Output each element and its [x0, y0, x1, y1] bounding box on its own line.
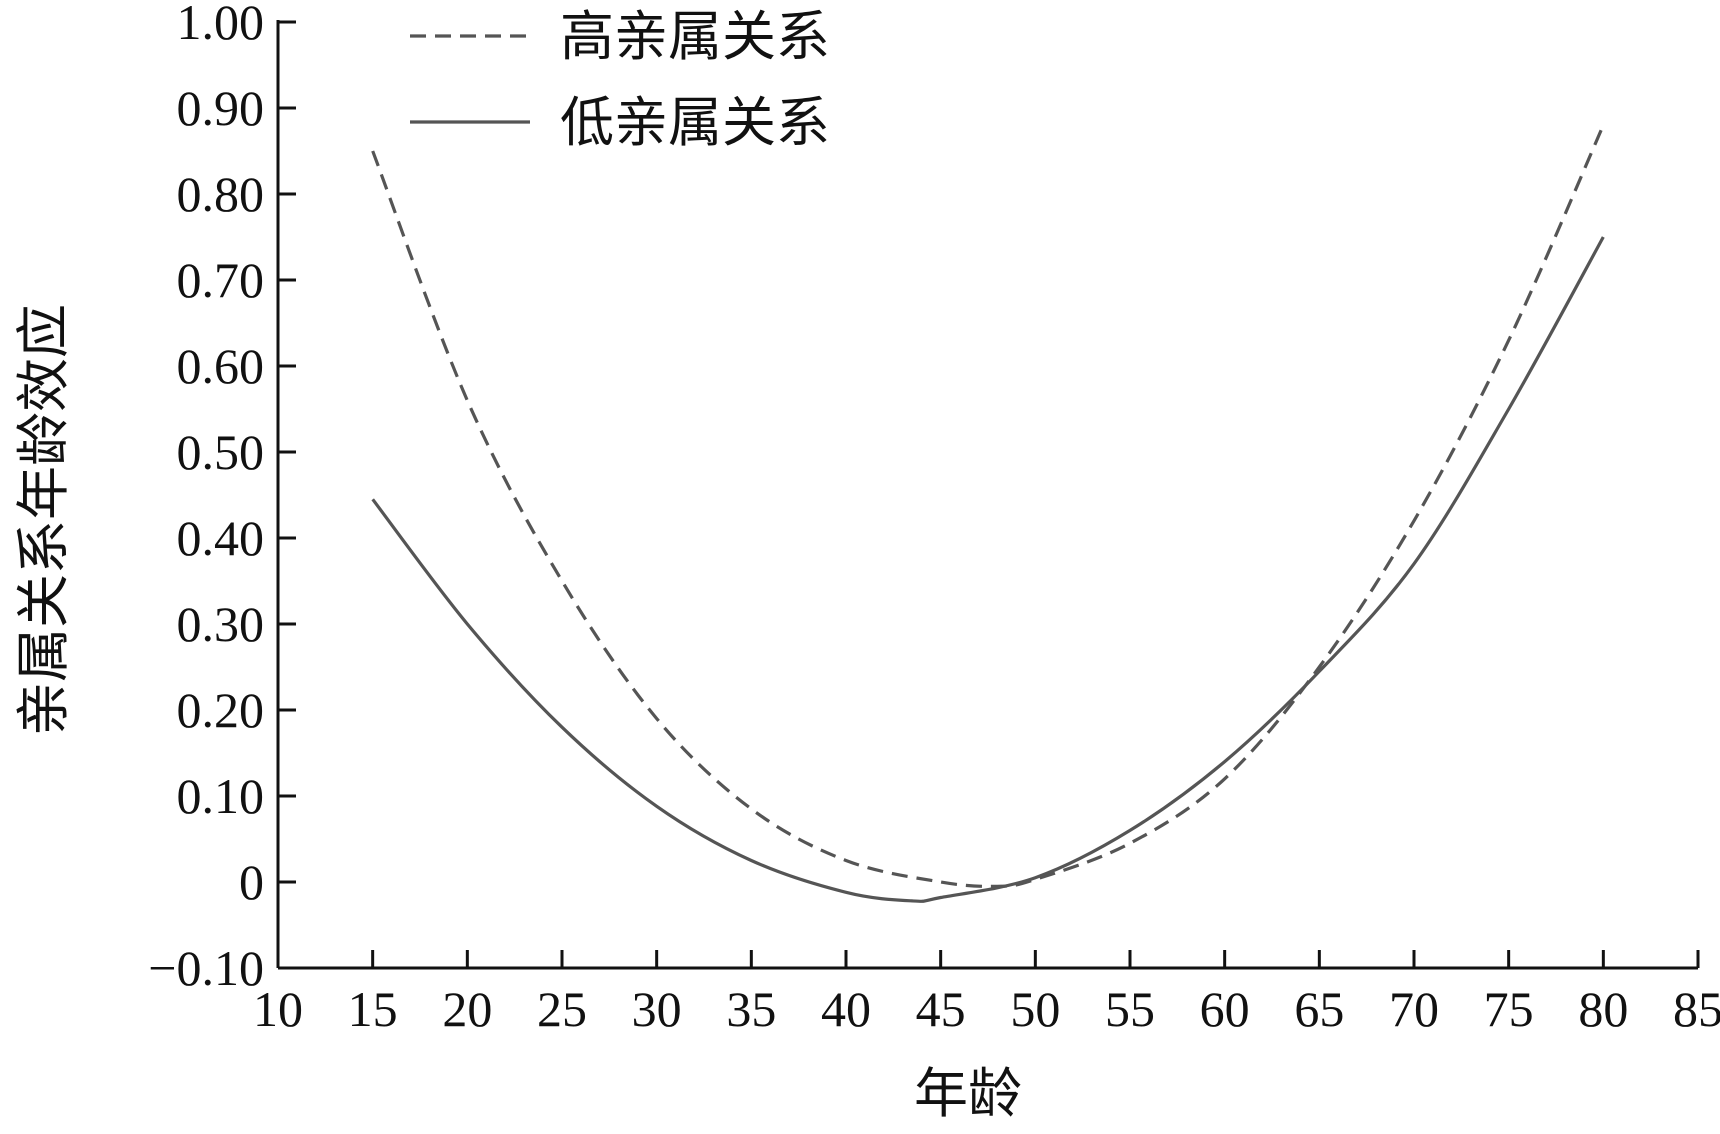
- x-axis-title: 年龄: [914, 1062, 1022, 1125]
- x-tick-label: 40: [821, 981, 871, 1037]
- x-tick-label: 75: [1484, 981, 1534, 1037]
- y-tick-label: 0.80: [177, 166, 265, 222]
- y-tick-label: 0: [239, 854, 264, 910]
- x-tick-label: 85: [1673, 981, 1720, 1037]
- x-tick-label: 25: [537, 981, 587, 1037]
- y-tick-label: 0.30: [177, 596, 265, 652]
- y-tick-label: 0.50: [177, 424, 265, 480]
- x-tick-label: 50: [1010, 981, 1060, 1037]
- y-tick-label: 1.00: [177, 0, 265, 50]
- x-tick-label: 30: [632, 981, 682, 1037]
- series-layer: [371, 124, 1605, 903]
- x-tick-label: 20: [442, 981, 492, 1037]
- y-tick-label: 0.20: [177, 682, 265, 738]
- y-ticks: 1.00 0.90 0.80 0.70 0.60 0.50 0.40 0.30 0.20 0.10…: [148, 0, 296, 996]
- series-line-high-kinship: [371, 124, 1605, 889]
- y-tick-label: 0.60: [177, 338, 265, 394]
- x-tick-label: 10: [253, 981, 303, 1037]
- x-tick-label: 70: [1389, 981, 1439, 1037]
- x-tick-label: 65: [1294, 981, 1344, 1037]
- x-tick-label: 60: [1200, 981, 1250, 1037]
- legend-label: 高亲属关系: [560, 5, 830, 68]
- y-tick-label: 0.10: [177, 768, 265, 824]
- x-tick-label: 15: [348, 981, 398, 1037]
- x-ticks: 10 15 20 25 30 35 40 45 50 55 60 65 70 75 80 85: [253, 950, 1720, 1037]
- y-tick-label: 0.70: [177, 252, 265, 308]
- y-tick-label: 0.90: [177, 80, 265, 136]
- x-tick-label: 55: [1105, 981, 1155, 1037]
- y-tick-label: 0.40: [177, 510, 265, 566]
- y-tick-label: −0.10: [148, 940, 264, 996]
- legend-label: 低亲属关系: [560, 91, 830, 154]
- series-line-low-kinship: [371, 236, 1605, 903]
- x-tick-label: 45: [916, 981, 966, 1037]
- y-axis-title: 亲属关系年龄效应: [12, 304, 75, 736]
- axes: [276, 20, 1698, 970]
- x-tick-label: 35: [726, 981, 776, 1037]
- x-tick-label: 80: [1578, 981, 1628, 1037]
